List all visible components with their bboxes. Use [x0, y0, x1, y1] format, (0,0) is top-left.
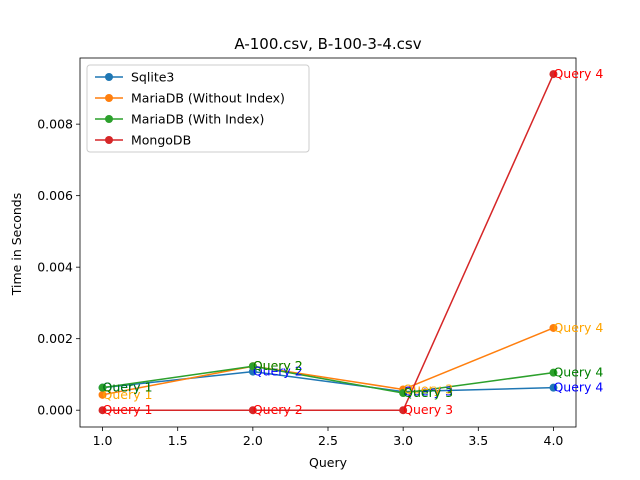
legend-box	[86, 64, 310, 153]
point-annotation: Query 1	[103, 387, 153, 402]
series-line-2	[102, 365, 554, 394]
legend-marker	[105, 136, 113, 144]
chart-title: A-100.csv, B-100-3-4.csv	[234, 35, 421, 53]
point-annotation: Query 3	[403, 381, 453, 396]
legend-label: MariaDB (With Index)	[131, 112, 264, 127]
y-tick-label: 0.002	[37, 331, 73, 346]
x-tick-label: 2.0	[243, 433, 263, 448]
y-tick-label: 0.006	[37, 188, 73, 203]
data-point	[98, 390, 107, 399]
x-tick-label: 1.5	[168, 433, 188, 448]
plot-area: 1.0 1.5 2.0 2.5 3.0 3.5 4.0 0.000 0.002 0.004 0.00…	[37, 57, 603, 448]
data-point	[248, 362, 257, 371]
legend-label: MariaDB (Without Index)	[131, 91, 285, 106]
point-annotation: Query 4	[553, 365, 603, 380]
x-tick-label: 3.5	[468, 433, 488, 448]
data-point	[549, 323, 558, 332]
y-tick-label: 0.004	[37, 260, 73, 275]
point-annotation: Query 3	[403, 385, 453, 400]
series-line-1	[102, 327, 554, 396]
point-annotation: Query 2	[253, 364, 303, 379]
x-tick-label: 3.0	[393, 433, 413, 448]
legend-label: MongoDB	[131, 133, 191, 148]
data-point	[549, 368, 558, 377]
x-tick-label: 4.0	[544, 433, 564, 448]
y-tick-label: 0.008	[37, 117, 73, 132]
data-point	[549, 70, 558, 79]
point-annotation: Query 2	[253, 358, 303, 373]
x-tick-label: 1.0	[93, 433, 113, 448]
data-point	[98, 406, 107, 415]
point-annotation: Query 1	[103, 402, 153, 417]
point-annotation: Query 1	[103, 380, 153, 395]
data-point	[248, 406, 257, 415]
data-point	[98, 383, 107, 392]
legend-label: Sqlite3	[131, 70, 174, 85]
point-annotation: Query 4	[553, 66, 603, 81]
series-line-0	[102, 370, 554, 393]
y-axis-title: Time in Seconds	[9, 193, 24, 296]
legend-marker	[105, 94, 113, 102]
series-line-3	[102, 73, 555, 411]
data-point	[399, 389, 408, 398]
point-annotation: Query 3	[403, 384, 453, 399]
point-annotation: Query 4	[553, 380, 603, 395]
point-annotation: Query 1	[103, 380, 153, 395]
y-tick-label: 0.000	[37, 403, 73, 418]
x-tick-label: 2.5	[318, 433, 338, 448]
point-annotation: Query 4	[553, 320, 603, 335]
legend-marker	[105, 73, 113, 81]
point-annotation: Query 2	[253, 358, 303, 373]
point-annotation: Query 3	[403, 402, 453, 417]
data-point	[549, 383, 558, 392]
data-point	[399, 406, 408, 415]
x-axis-title: Query	[309, 455, 348, 470]
legend-marker	[105, 115, 113, 123]
point-annotation: Query 2	[253, 402, 303, 417]
